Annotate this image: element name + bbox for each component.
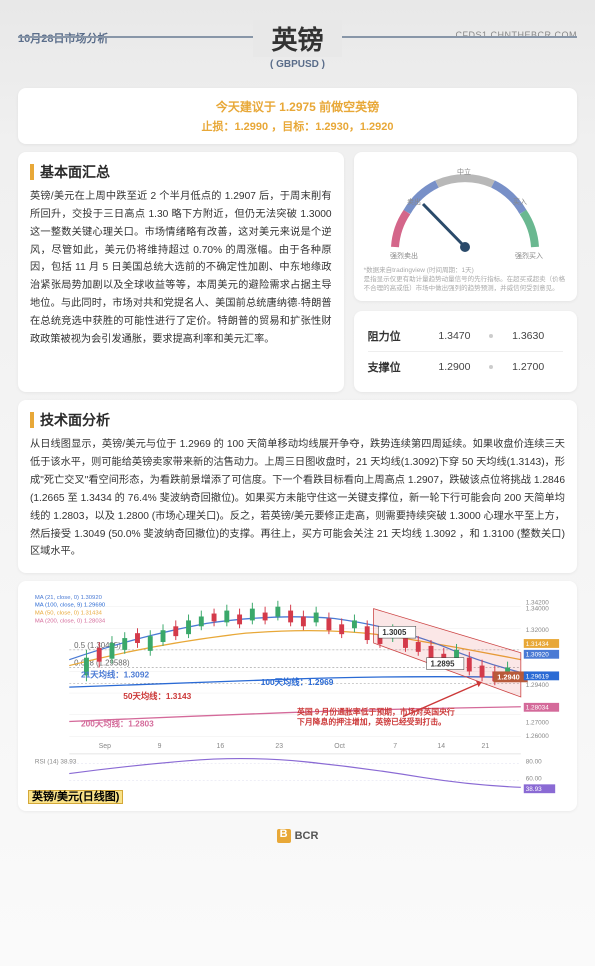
fundamental-title: 基本面汇总 <box>40 162 110 182</box>
chart-card: MA (21, close, 0) 1.30920 MA (100, close… <box>18 581 577 811</box>
support-label: 支撑位 <box>368 359 420 375</box>
resistance-label: 阻力位 <box>368 328 420 344</box>
advice-line2: 止损：1.2990 ，目标：1.2930，1.2920 <box>30 118 565 134</box>
advice-card: 今天建议于 1.2975 前做空英镑 止损：1.2990 ，目标：1.2930，… <box>18 88 577 144</box>
svg-text:21天均线：1.3092: 21天均线：1.3092 <box>81 670 149 680</box>
svg-text:9: 9 <box>158 743 162 750</box>
svg-text:1.2895: 1.2895 <box>431 660 456 669</box>
svg-text:Sep: Sep <box>99 743 111 750</box>
svg-text:中立: 中立 <box>457 167 471 176</box>
svg-text:0.618 (1.29588): 0.618 (1.29588) <box>74 659 130 668</box>
svg-text:强烈买入: 强烈买入 <box>515 251 543 260</box>
svg-text:21: 21 <box>482 743 490 750</box>
svg-text:强烈卖出: 强烈卖出 <box>390 251 418 260</box>
svg-text:MA (100, close, 9) 1.29690: MA (100, close, 9) 1.29690 <box>35 603 106 609</box>
svg-text:英国 9 月份通胀率低于预期，市场对英国央行: 英国 9 月份通胀率低于预期，市场对英国央行 <box>297 707 455 717</box>
svg-text:买入: 买入 <box>513 198 527 206</box>
svg-text:MA (200, close, 0) 1.28034: MA (200, close, 0) 1.28034 <box>35 619 106 625</box>
gauge-card: 强烈卖出 卖出 中立 买入 强烈买入 *数据来自tradingview (时间周… <box>354 152 577 301</box>
resistance-v2: 1.3630 <box>493 330 563 342</box>
svg-text:1.26000: 1.26000 <box>526 733 549 740</box>
svg-text:80.00: 80.00 <box>526 759 542 766</box>
svg-text:1.29619: 1.29619 <box>526 674 549 681</box>
page-title: 英镑 <box>253 20 341 57</box>
svg-text:RSI (14) 38.93: RSI (14) 38.93 <box>35 759 77 766</box>
support-v1: 1.2900 <box>420 361 490 373</box>
page-subtitle: ( GBPUSD ) <box>18 59 577 70</box>
technical-body: 从日线图显示，英镑/美元与位于 1.2969 的 100 天简单移动均线展开争夺… <box>30 436 565 561</box>
support-v2: 1.2700 <box>493 361 563 373</box>
advice-line1: 今天建议于 1.2975 前做空英镑 <box>30 98 565 115</box>
footer: BCR <box>0 821 595 855</box>
gauge-note2: 是指显示仅更有助计量趋势动量信号的先行指标。在超买或超卖（价格不合理的高或低）市… <box>364 275 567 293</box>
svg-text:MA (50, close, 0) 1.31434: MA (50, close, 0) 1.31434 <box>35 611 103 617</box>
support-row: 支撑位 1.2900 1.2700 <box>368 354 563 380</box>
svg-text:200天均线：1.2803: 200天均线：1.2803 <box>81 719 154 729</box>
header-url: CFDS1.CHNTHEBCR.COM <box>455 30 577 40</box>
svg-text:16: 16 <box>217 743 225 750</box>
svg-text:下月降息的押注增加，英镑已经受到打击。: 下月降息的押注增加，英镑已经受到打击。 <box>297 717 446 727</box>
svg-text:1.32000: 1.32000 <box>526 627 549 634</box>
technical-title: 技术面分析 <box>40 410 110 430</box>
sentiment-gauge: 强烈卖出 卖出 中立 买入 强烈买入 <box>375 162 555 262</box>
title-accent <box>30 164 34 180</box>
svg-text:1.31434: 1.31434 <box>526 641 549 648</box>
svg-text:7: 7 <box>393 743 397 750</box>
technical-card: 技术面分析 从日线图显示，英镑/美元与位于 1.2969 的 100 天简单移动… <box>18 400 577 573</box>
svg-text:1.28034: 1.28034 <box>526 705 549 712</box>
svg-text:14: 14 <box>437 743 445 750</box>
svg-text:1.34000: 1.34000 <box>526 606 549 613</box>
svg-text:23: 23 <box>275 743 283 750</box>
footer-brand: BCR <box>295 830 319 842</box>
svg-text:1.30920: 1.30920 <box>526 652 549 659</box>
svg-text:1.2940: 1.2940 <box>497 672 520 681</box>
svg-text:50天均线：1.3143: 50天均线：1.3143 <box>123 691 191 701</box>
date-label: 10月28日市场分析 <box>18 30 108 46</box>
svg-text:1.29400: 1.29400 <box>526 682 549 689</box>
fundamental-body: 英镑/美元在上周中跌至近 2 个半月低点的 1.2907 后，于周末削有所回升，… <box>30 188 332 349</box>
svg-text:MA (21, close, 0) 1.30920: MA (21, close, 0) 1.30920 <box>35 595 103 601</box>
svg-text:1.3005: 1.3005 <box>382 628 407 637</box>
svg-text:38.93: 38.93 <box>526 786 542 793</box>
svg-text:1.27000: 1.27000 <box>526 720 549 727</box>
title-accent <box>30 412 34 428</box>
levels-card: 阻力位 1.3470 1.3630 支撑位 1.2900 1.2700 <box>354 311 577 392</box>
bcr-logo-icon <box>277 829 291 843</box>
resistance-v1: 1.3470 <box>420 330 490 342</box>
resistance-row: 阻力位 1.3470 1.3630 <box>368 323 563 349</box>
svg-text:卖出: 卖出 <box>407 197 421 206</box>
gauge-note1: *数据来自tradingview (时间周期：1天) <box>364 266 567 275</box>
fundamental-card: 基本面汇总 英镑/美元在上周中跌至近 2 个半月低点的 1.2907 后，于周末… <box>18 152 344 392</box>
price-chart: MA (21, close, 0) 1.30920 MA (100, close… <box>26 589 569 803</box>
svg-text:60.00: 60.00 <box>526 776 542 783</box>
svg-text:100天均线：1.2969: 100天均线：1.2969 <box>261 677 334 687</box>
chart-pair-label: 英镑/美元(日线图) <box>28 787 123 805</box>
svg-text:Oct: Oct <box>334 743 345 750</box>
